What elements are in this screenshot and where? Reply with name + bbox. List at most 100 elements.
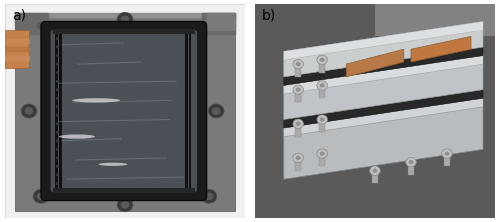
Bar <box>5 30 29 68</box>
Circle shape <box>33 189 49 203</box>
Polygon shape <box>206 13 236 30</box>
Circle shape <box>317 81 328 90</box>
Text: a): a) <box>12 9 26 23</box>
Polygon shape <box>375 4 495 36</box>
Circle shape <box>320 58 324 62</box>
Circle shape <box>296 156 300 160</box>
Bar <box>408 162 414 175</box>
Circle shape <box>56 63 59 66</box>
Circle shape <box>56 71 59 74</box>
Bar <box>296 158 301 171</box>
Circle shape <box>204 22 214 30</box>
Bar <box>320 60 325 73</box>
Circle shape <box>56 88 59 91</box>
Circle shape <box>56 122 59 125</box>
Circle shape <box>56 114 59 117</box>
Circle shape <box>56 54 59 57</box>
Circle shape <box>56 97 59 100</box>
Circle shape <box>370 166 380 175</box>
Circle shape <box>317 149 328 158</box>
Circle shape <box>444 151 450 156</box>
Circle shape <box>120 16 130 23</box>
Circle shape <box>208 104 224 118</box>
Bar <box>320 154 325 166</box>
Polygon shape <box>14 13 48 34</box>
Circle shape <box>320 117 324 122</box>
Bar <box>53 29 195 34</box>
Polygon shape <box>284 56 483 94</box>
Circle shape <box>296 87 300 92</box>
Polygon shape <box>284 90 483 128</box>
Bar <box>296 90 301 103</box>
Polygon shape <box>5 39 29 43</box>
Circle shape <box>317 115 328 124</box>
Circle shape <box>56 156 59 159</box>
Circle shape <box>36 22 46 30</box>
FancyBboxPatch shape <box>14 13 235 211</box>
Circle shape <box>56 80 59 83</box>
Bar <box>372 171 378 183</box>
Circle shape <box>201 19 217 33</box>
Polygon shape <box>284 47 483 85</box>
Circle shape <box>204 192 214 200</box>
FancyBboxPatch shape <box>5 4 245 218</box>
Circle shape <box>56 139 59 142</box>
Circle shape <box>56 105 59 108</box>
Circle shape <box>372 168 378 173</box>
Bar <box>444 154 450 166</box>
Polygon shape <box>411 36 471 62</box>
Bar <box>188 34 192 188</box>
Circle shape <box>117 198 133 212</box>
Polygon shape <box>284 98 483 137</box>
Polygon shape <box>346 49 404 77</box>
Bar <box>185 34 188 188</box>
Bar <box>320 119 325 132</box>
Bar <box>320 85 325 98</box>
Circle shape <box>56 131 59 134</box>
Polygon shape <box>284 64 483 119</box>
Circle shape <box>293 119 304 129</box>
Circle shape <box>212 107 220 115</box>
Circle shape <box>33 19 49 33</box>
Circle shape <box>56 46 59 49</box>
Circle shape <box>21 104 37 118</box>
Circle shape <box>56 165 59 168</box>
Circle shape <box>56 182 59 185</box>
Bar <box>56 34 58 188</box>
Circle shape <box>56 37 59 40</box>
Bar <box>296 124 301 137</box>
Circle shape <box>293 85 304 94</box>
Circle shape <box>56 148 59 151</box>
Circle shape <box>36 192 46 200</box>
Bar <box>59 34 62 188</box>
Polygon shape <box>284 30 483 77</box>
Circle shape <box>442 149 452 158</box>
Ellipse shape <box>59 135 95 139</box>
Polygon shape <box>5 47 29 51</box>
Circle shape <box>296 62 300 66</box>
Polygon shape <box>202 13 235 34</box>
Circle shape <box>120 201 130 209</box>
Ellipse shape <box>98 163 128 166</box>
Circle shape <box>56 173 59 176</box>
Circle shape <box>317 55 328 65</box>
FancyBboxPatch shape <box>50 30 197 192</box>
Circle shape <box>293 59 304 69</box>
Circle shape <box>408 160 414 164</box>
Text: b): b) <box>262 9 276 23</box>
Bar <box>296 64 301 77</box>
Bar <box>53 188 195 193</box>
Circle shape <box>117 12 133 26</box>
Circle shape <box>24 107 34 115</box>
Circle shape <box>293 153 304 163</box>
Polygon shape <box>284 107 483 179</box>
Circle shape <box>201 189 217 203</box>
Polygon shape <box>284 22 483 60</box>
FancyBboxPatch shape <box>41 22 206 200</box>
Ellipse shape <box>72 98 120 103</box>
Circle shape <box>406 157 416 167</box>
Polygon shape <box>5 56 29 60</box>
Circle shape <box>296 122 300 126</box>
Circle shape <box>320 151 324 156</box>
Circle shape <box>320 83 324 87</box>
